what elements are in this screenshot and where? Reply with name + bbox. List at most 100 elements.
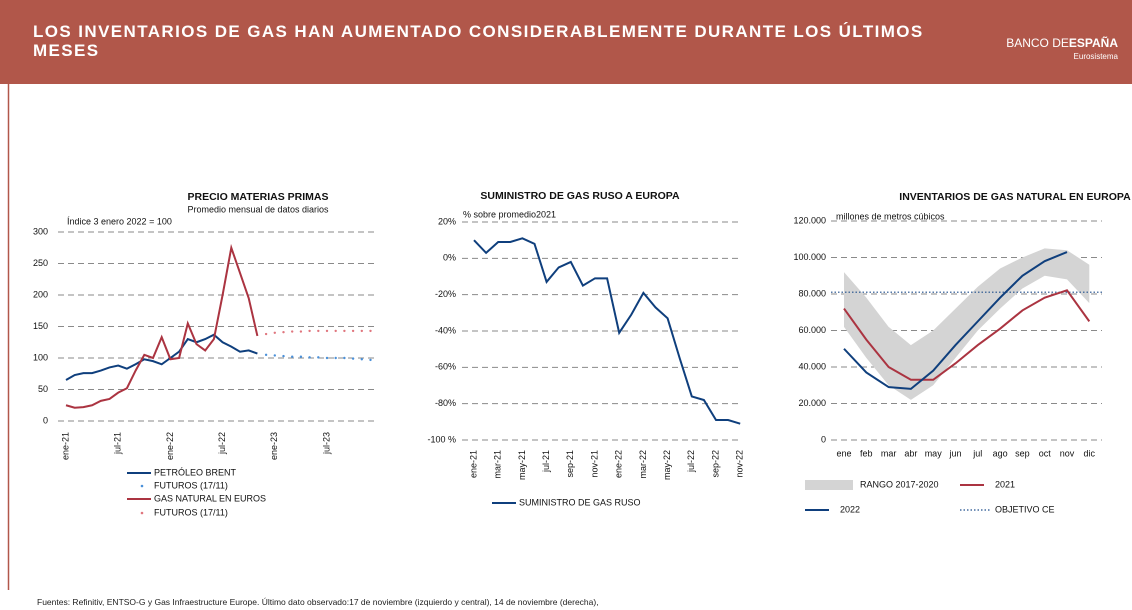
future-dot <box>343 356 346 360</box>
future-dot <box>360 329 363 333</box>
x-tick-label: nov-22 <box>735 450 745 478</box>
legend-label: SUMINISTRO DE GAS RUSO <box>519 497 641 507</box>
future-dot <box>351 357 355 360</box>
y-tick-label: 250 <box>33 258 48 268</box>
x-tick-label: ene-22 <box>165 432 175 460</box>
legend-label: OBJETIVO CE <box>995 504 1055 514</box>
x-tick-label: ene <box>836 448 851 458</box>
chart-title: SUMINISTRO DE GAS RUSO A EUROPA <box>480 190 680 202</box>
x-tick-label: jul-22 <box>686 450 696 473</box>
y-tick-label: -60% <box>435 362 456 372</box>
x-tick-label: nov <box>1060 448 1075 458</box>
y-tick-label: -20% <box>435 289 456 299</box>
y-tick-label: 0 <box>821 434 826 444</box>
x-tick-label: oct <box>1039 448 1052 458</box>
x-tick-label: sep-21 <box>565 450 575 478</box>
legend-label: 2021 <box>995 479 1015 489</box>
x-tick-label: jul-23 <box>321 432 331 455</box>
future-dot <box>264 332 268 336</box>
future-dot <box>308 356 311 359</box>
y-tick-label: 80.000 <box>798 288 826 298</box>
range-band <box>844 248 1090 400</box>
x-tick-label: mar-21 <box>493 450 503 479</box>
future-dot <box>273 354 276 357</box>
legend-label: FUTUROS (17/11) <box>154 507 228 517</box>
x-tick-label: jul-22 <box>217 432 227 455</box>
future-dot <box>317 329 320 333</box>
series-line <box>473 237 741 425</box>
legend-label: GAS NATURAL EN EUROS <box>154 493 266 503</box>
x-tick-label: may-21 <box>517 450 527 480</box>
future-dot <box>308 329 311 333</box>
future-dot <box>282 354 285 358</box>
future-dot <box>351 329 355 333</box>
future-dot <box>299 330 303 333</box>
footer: Fuentes: Refinitiv, ENTSO-G y Gas Infrae… <box>37 597 599 607</box>
y-tick-label: 120.000 <box>793 215 826 225</box>
future-dot <box>369 329 372 333</box>
x-tick-label: ago <box>993 448 1008 458</box>
chart-subtitle: Promedio mensual de datos diarios <box>187 204 329 214</box>
y-tick-label: 150 <box>33 321 48 331</box>
header-title: LOS INVENTARIOS DE GAS HAN AUMENTADO CON… <box>33 22 924 60</box>
x-tick-label: ene-21 <box>468 450 478 478</box>
x-tick-label: nov-21 <box>589 450 599 478</box>
future-dot <box>291 330 294 333</box>
future-dot <box>325 329 329 333</box>
logo-sub: Eurosistema <box>1073 52 1118 61</box>
logo: BANCO DEESPAÑA Eurosistema <box>1006 36 1118 61</box>
y-axis-label: millones de metros cúbicos <box>836 211 945 221</box>
future-dot <box>282 330 285 334</box>
y-tick-label: 300 <box>33 226 48 236</box>
future-dot <box>334 329 337 333</box>
y-tick-label: 20.000 <box>798 398 826 408</box>
series-line <box>65 243 259 409</box>
y-axis-label: Índice 3 enero 2022 = 100 <box>67 216 172 226</box>
chart-title: PRECIO MATERIAS PRIMAS <box>188 191 329 203</box>
x-tick-label: feb <box>860 448 873 458</box>
logo-light: BANCO DE <box>1006 36 1069 50</box>
future-dot <box>334 356 337 360</box>
legend-label: RANGO 2017-2020 <box>860 479 939 489</box>
x-tick-label: jul-21 <box>541 450 551 473</box>
series-line <box>843 289 1091 381</box>
x-tick-label: may-22 <box>662 450 672 480</box>
y-tick-label: 0% <box>443 253 456 263</box>
y-tick-label: 100 <box>33 352 48 362</box>
y-axis-label: % sobre promedio2021 <box>463 209 556 219</box>
x-tick-label: dic <box>1084 448 1096 458</box>
future-dot <box>273 331 276 334</box>
y-tick-label: -80% <box>435 398 456 408</box>
series-line <box>843 251 1068 390</box>
y-tick-label: 20% <box>438 216 456 226</box>
y-tick-label: 0 <box>43 415 48 425</box>
x-tick-label: abr <box>904 448 917 458</box>
header: LOS INVENTARIOS DE GAS HAN AUMENTADO CON… <box>0 0 1132 84</box>
x-tick-label: mar <box>881 448 897 458</box>
logo-bold: ESPAÑA <box>1068 36 1118 50</box>
legend-dot <box>140 511 144 515</box>
x-tick-label: jul-21 <box>113 432 123 455</box>
future-dot <box>325 356 329 360</box>
future-dot <box>343 329 346 333</box>
future-dot <box>317 356 320 359</box>
future-dot <box>360 358 363 361</box>
x-tick-label: sep <box>1015 448 1030 458</box>
x-tick-label: jun <box>948 448 961 458</box>
x-tick-label: sep-22 <box>710 450 720 478</box>
legend-swatch <box>805 480 853 490</box>
y-tick-label: 50 <box>38 384 48 394</box>
y-tick-label: -40% <box>435 325 456 335</box>
future-dot <box>264 353 268 357</box>
future-dot <box>299 355 303 358</box>
x-tick-label: may <box>925 448 943 458</box>
x-tick-label: ene-22 <box>614 450 624 478</box>
chart-title: INVENTARIOS DE GAS NATURAL EN EUROPA <box>899 191 1131 203</box>
legend-dot <box>140 484 144 488</box>
y-tick-label: 60.000 <box>798 325 826 335</box>
x-tick-label: mar-22 <box>638 450 648 479</box>
y-tick-label: 200 <box>33 289 48 299</box>
x-tick-label: ene-23 <box>269 432 279 460</box>
